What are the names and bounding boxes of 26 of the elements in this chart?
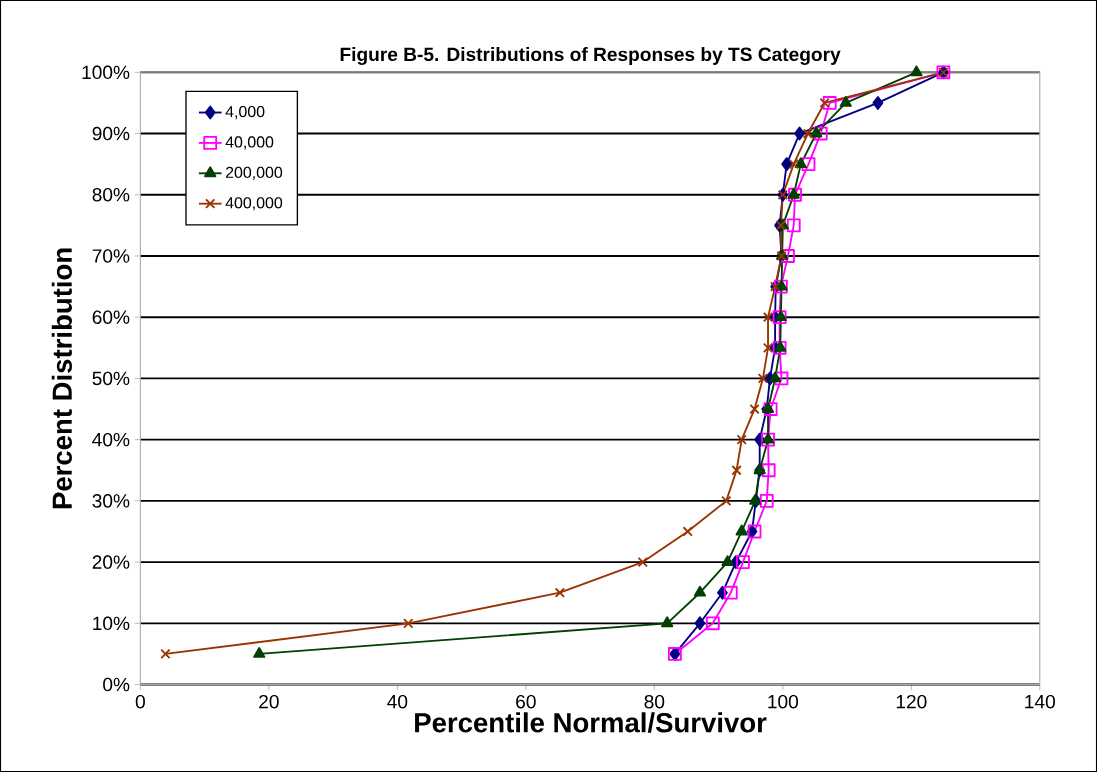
y-axis-title: Percent Distribution — [51, 248, 72, 509]
chart-title: Figure B-5. Distributions of Responses by TS Category — [340, 47, 841, 65]
legend-label: 40,000 — [225, 136, 274, 150]
y-tick-label: 80% — [92, 187, 130, 202]
legend-label: 200,000 — [225, 166, 283, 180]
y-tick-label: 90% — [92, 126, 130, 141]
x-tick-label: 60 — [516, 694, 536, 709]
x-tick-label: 40 — [387, 694, 408, 709]
x-tick-label: 20 — [259, 694, 279, 709]
y-tick-label: 100% — [82, 65, 130, 80]
y-tick-label: 0% — [103, 677, 130, 692]
y-tick-label: 60% — [92, 310, 130, 324]
y-tick-label: 10% — [93, 616, 130, 631]
x-axis-title: Percentile Normal/Survivor — [415, 712, 767, 733]
x-tick-label: 140 — [1025, 694, 1055, 709]
legend-label: 4,000 — [225, 105, 265, 120]
x-tick-label: 100 — [768, 694, 799, 709]
legend-label: 400,000 — [225, 197, 283, 211]
y-tick-label: 20% — [92, 555, 130, 569]
x-tick-label: 80 — [644, 694, 665, 709]
y-tick-label: 30% — [92, 494, 130, 508]
y-tick-label: 40% — [92, 432, 130, 447]
y-tick-label: 50% — [92, 371, 130, 386]
x-tick-label: 120 — [896, 694, 927, 709]
y-tick-label: 70% — [92, 249, 130, 263]
x-tick-label: 0 — [135, 694, 145, 709]
